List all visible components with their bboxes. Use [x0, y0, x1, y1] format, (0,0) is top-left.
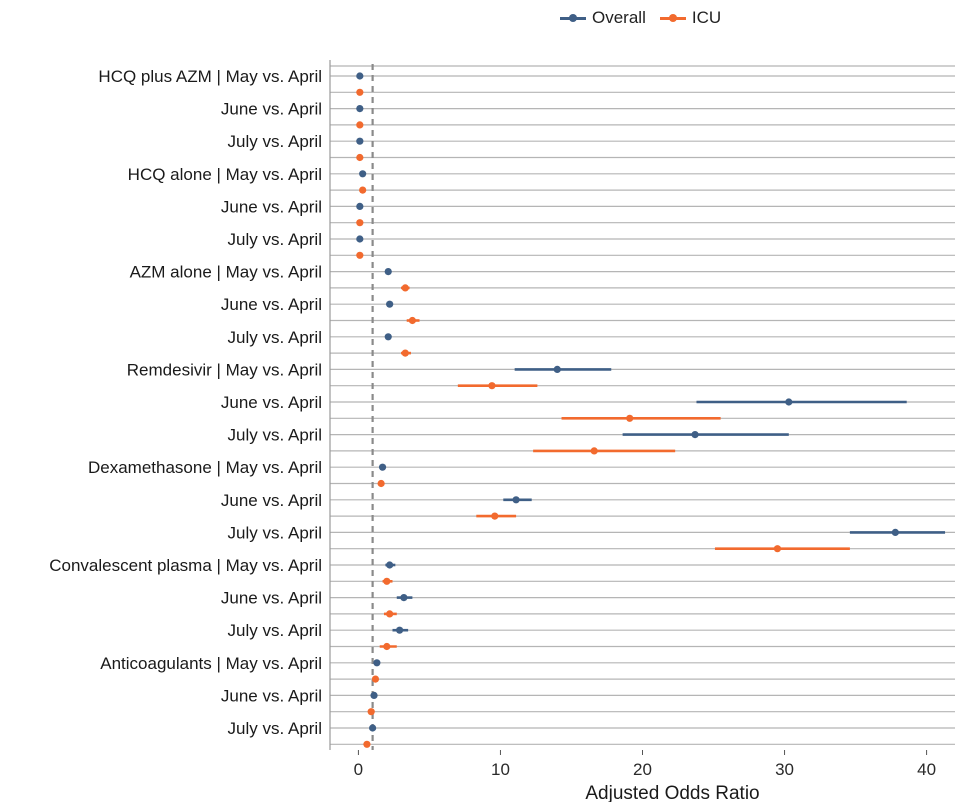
- row-label: June vs. April: [221, 686, 322, 705]
- row-label: HCQ plus AZM | May vs. April: [98, 67, 322, 86]
- overall-point: [370, 691, 378, 700]
- row-label: June vs. April: [221, 589, 322, 608]
- icu-point: [356, 219, 364, 227]
- icu-point: [383, 642, 391, 651]
- row-label: HCQ alone | May vs. April: [128, 165, 322, 184]
- row-label: Remdesivir | May vs. April: [127, 360, 322, 379]
- x-tick-label: 10: [491, 760, 510, 779]
- row-label: July vs. April: [228, 523, 322, 542]
- icu-point: [359, 186, 367, 194]
- icu-point: [408, 316, 416, 325]
- row-label: June vs. April: [221, 100, 322, 119]
- overall-point: [369, 724, 377, 732]
- x-tick-label: 40: [917, 760, 936, 779]
- icu-point: [356, 88, 364, 96]
- legend-item-icu: ICU: [659, 8, 722, 28]
- overall-point: [356, 235, 364, 243]
- overall-point: [359, 170, 367, 178]
- overall-point: [512, 496, 520, 504]
- overall-point: [400, 594, 408, 602]
- icu-point: [488, 382, 496, 390]
- legend-key-overall: [560, 11, 586, 25]
- row-label: June vs. April: [221, 491, 322, 510]
- icu-point: [401, 349, 409, 357]
- icu-point: [590, 447, 598, 455]
- overall-point: [356, 72, 364, 80]
- icu-point: [401, 284, 409, 292]
- row-label: July vs. April: [228, 230, 322, 249]
- legend-label-icu: ICU: [691, 8, 722, 27]
- row-label: Anticoagulants | May vs. April: [100, 654, 322, 673]
- icu-point: [377, 479, 385, 488]
- icu-point: [371, 675, 380, 683]
- x-axis-title: Adjusted Odds Ratio: [585, 783, 759, 802]
- overall-point: [396, 626, 404, 634]
- overall-point: [785, 398, 793, 406]
- row-label: July vs. April: [228, 719, 322, 738]
- icu-point: [356, 121, 364, 129]
- overall-point: [378, 463, 387, 471]
- icu-point: [356, 153, 364, 162]
- chart-legend: Overall ICU: [560, 8, 721, 28]
- overall-point: [384, 268, 392, 276]
- row-label: Dexamethasone | May vs. April: [88, 458, 322, 477]
- legend-label-overall: Overall: [592, 8, 646, 27]
- x-tick-label: 0: [354, 760, 363, 779]
- icu-point: [383, 577, 391, 585]
- icu-point: [363, 740, 371, 748]
- icu-point: [626, 414, 634, 422]
- icu-point: [367, 708, 375, 716]
- icu-point: [356, 251, 364, 259]
- overall-point: [384, 333, 392, 341]
- row-label: July vs. April: [228, 426, 322, 445]
- legend-key-icu: [659, 11, 686, 25]
- overall-point: [386, 561, 394, 569]
- x-tick-label: 20: [633, 760, 652, 779]
- legend-item-overall: Overall: [560, 8, 646, 28]
- overall-point: [356, 105, 364, 113]
- row-label: June vs. April: [221, 197, 322, 216]
- row-label: AZM alone | May vs. April: [130, 263, 322, 282]
- row-label: June vs. April: [221, 393, 322, 412]
- icu-point: [491, 512, 499, 520]
- overall-point: [356, 137, 364, 145]
- overall-point: [386, 300, 394, 308]
- overall-point: [356, 202, 364, 210]
- overall-point: [891, 528, 899, 537]
- row-label: July vs. April: [228, 328, 322, 347]
- x-tick-label: 30: [775, 760, 794, 779]
- overall-point: [691, 431, 699, 439]
- icu-point: [386, 610, 394, 618]
- overall-point: [553, 365, 561, 373]
- row-label: July vs. April: [228, 621, 322, 640]
- row-label: July vs. April: [228, 132, 322, 151]
- row-label: Convalescent plasma | May vs. April: [49, 556, 322, 575]
- icu-point: [773, 545, 782, 553]
- row-label: June vs. April: [221, 295, 322, 314]
- overall-point: [373, 659, 381, 667]
